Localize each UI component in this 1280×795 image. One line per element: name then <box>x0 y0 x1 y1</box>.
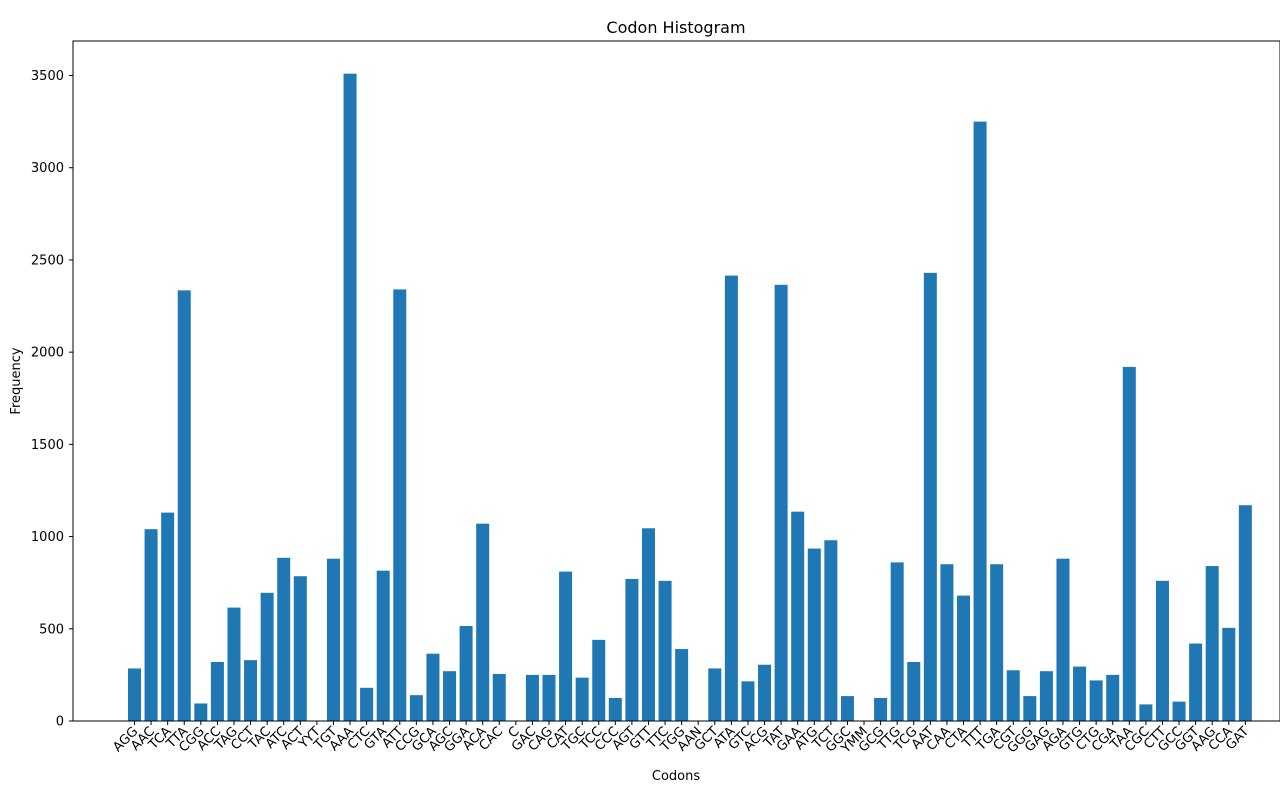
bar-ata <box>724 275 738 721</box>
bar-ggt <box>1189 643 1203 721</box>
bar-aat <box>923 272 937 721</box>
bar-tta <box>177 290 191 721</box>
bar-agg <box>128 668 141 721</box>
bar-ctg <box>1089 680 1103 721</box>
bar-gtc <box>741 681 755 721</box>
y-tick-label: 3500 <box>31 69 64 84</box>
y-tick-label: 3000 <box>31 161 64 176</box>
bar-ccg <box>409 695 423 721</box>
bar-cac <box>492 673 506 721</box>
x-axis-title: Codons <box>652 769 700 784</box>
bar-aga <box>1056 558 1070 721</box>
bar-ttc <box>658 580 672 721</box>
bar-tat <box>774 284 788 721</box>
bar-tgt <box>326 558 340 721</box>
bar-cca <box>1222 627 1236 721</box>
x-axis: AGGAACTCATTACGGACCTAGCCTTACATCACTYYTTGTA… <box>110 721 1252 757</box>
y-tick-label: 1500 <box>31 438 64 453</box>
bar-tcg <box>907 661 921 721</box>
bar-tca <box>161 512 175 721</box>
y-tick-label: 0 <box>56 715 64 730</box>
bar-atg <box>807 548 821 721</box>
bar-gat <box>1238 505 1252 721</box>
y-tick-label: 2500 <box>31 253 64 268</box>
bar-gca <box>426 653 440 721</box>
bars-group <box>128 73 1252 722</box>
plot-frame <box>72 40 1280 722</box>
bar-cta <box>957 595 970 721</box>
bar-cgt <box>1006 670 1020 721</box>
y-tick-label: 1000 <box>31 530 64 545</box>
bar-atc <box>277 557 291 721</box>
bar-aca <box>476 523 490 721</box>
bar-tga <box>990 564 1004 721</box>
y-tick-label: 500 <box>39 622 64 637</box>
bar-gaa <box>791 511 805 721</box>
y-tick-label: 2000 <box>31 346 64 361</box>
bar-aag <box>1205 566 1219 721</box>
bar-cga <box>1106 674 1120 721</box>
y-axis-title: Frequency <box>9 347 24 414</box>
bar-gcc <box>1172 701 1186 721</box>
bar-gct <box>708 668 722 721</box>
bar-cct <box>244 660 258 721</box>
bar-att <box>393 289 407 721</box>
bar-ttg <box>890 562 904 721</box>
bar-ctt <box>1155 580 1169 721</box>
bar-ttt <box>973 121 987 722</box>
bar-act <box>293 576 307 721</box>
bar-gag <box>1039 671 1053 721</box>
bar-acc <box>210 661 224 721</box>
bar-ctc <box>360 687 374 721</box>
bar-tcc <box>592 639 606 721</box>
bar-ccc <box>608 697 622 721</box>
bar-aac <box>144 529 158 721</box>
bar-ggc <box>840 696 854 721</box>
bar-tct <box>824 540 838 721</box>
bar-caa <box>940 564 954 721</box>
bar-gcg <box>874 697 888 721</box>
bar-cgc <box>1139 704 1153 721</box>
bar-tag <box>227 607 241 721</box>
bar-aaa <box>343 73 357 721</box>
bar-gta <box>376 570 390 721</box>
bar-gac <box>525 674 539 721</box>
chart-title: Codon Histogram <box>606 18 745 37</box>
bar-gtt <box>641 528 655 721</box>
bar-cat <box>559 571 573 721</box>
bar-agc <box>443 671 457 721</box>
bar-tgc <box>575 677 589 721</box>
bar-cgg <box>194 703 208 721</box>
bar-agt <box>625 578 639 721</box>
bar-ggg <box>1023 696 1037 721</box>
bar-tgg <box>675 649 689 721</box>
bar-cag <box>542 674 556 721</box>
bar-acg <box>758 664 772 721</box>
bar-gga <box>459 626 473 721</box>
y-axis: 0 500 1000 1500 2000 2500 3000 3500 <box>31 69 73 730</box>
bar-gtg <box>1073 666 1087 721</box>
bar-tac <box>260 592 274 721</box>
bar-taa <box>1122 366 1136 721</box>
